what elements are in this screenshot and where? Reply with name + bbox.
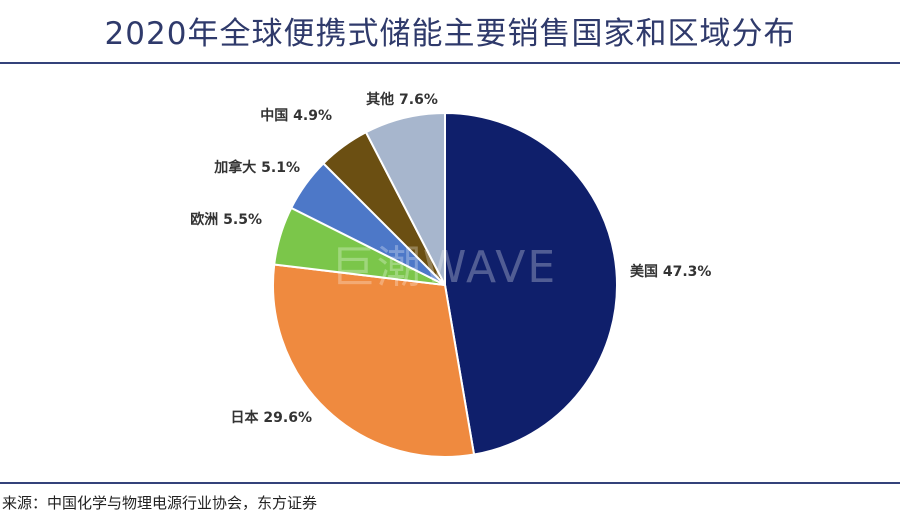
pie-slice-0 bbox=[444, 111, 618, 456]
pie-slice-5 bbox=[364, 111, 446, 286]
watermark-text: 巨潮WAVE bbox=[331, 242, 557, 293]
slice-label-5: 其他 7.6% bbox=[366, 91, 438, 108]
top-divider bbox=[0, 62, 900, 64]
bottom-divider bbox=[0, 482, 900, 484]
pie-labels: 美国 47.3% 日本 29.6% 欧洲 5.5% 加拿大 5.1% 中国 4.9% 其他… bbox=[190, 91, 711, 426]
slice-label-4: 中国 4.9% bbox=[260, 107, 332, 124]
slice-label-1: 日本 29.6% bbox=[231, 409, 312, 426]
slice-label-2: 欧洲 5.5% bbox=[190, 211, 262, 228]
chart-title: 2020年全球便携式储能主要销售国家和区域分布 bbox=[104, 16, 796, 52]
pie-slices bbox=[272, 111, 618, 458]
source-note: 来源：中国化学与物理电源行业协会，东方证券 bbox=[2, 494, 318, 512]
pie-slice-1 bbox=[272, 263, 476, 458]
slice-label-3: 加拿大 5.1% bbox=[213, 159, 300, 176]
slice-label-0: 美国 47.3% bbox=[630, 263, 711, 280]
